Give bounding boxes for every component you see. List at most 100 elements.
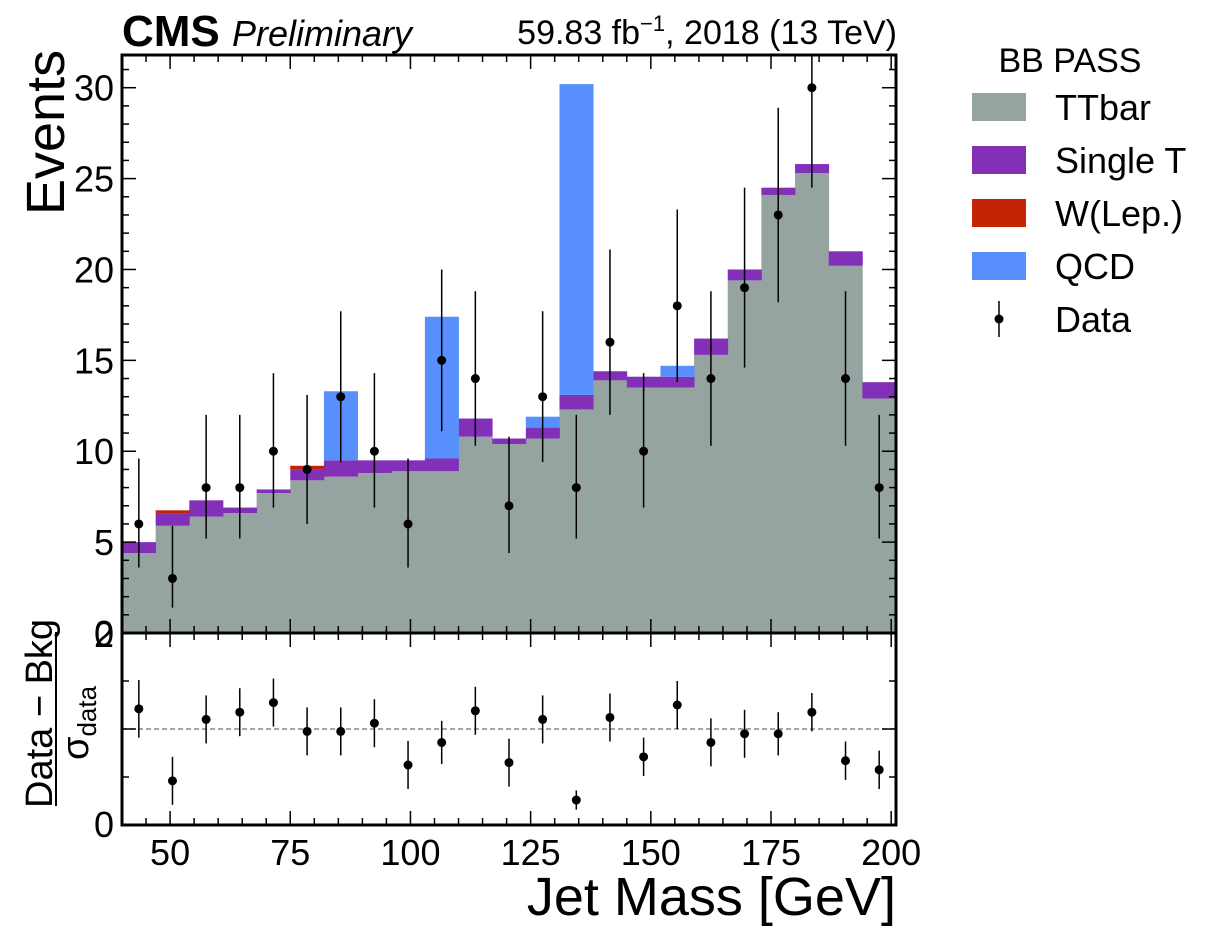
- legend: BB PASS TTbar Single T W(Lep.) QCD Data: [972, 42, 1186, 340]
- preliminary-label: Preliminary: [232, 13, 414, 54]
- data-point-18: [740, 283, 750, 293]
- xtick-label-200: 200: [861, 832, 921, 873]
- legend-label-data: Data: [1055, 299, 1132, 340]
- legend-swatch-single-t: [972, 146, 1026, 174]
- data-point-0: [134, 519, 144, 529]
- tick-marks: [122, 55, 896, 826]
- xtick-label-50: 50: [150, 832, 190, 873]
- legend-swatch-w-lep: [972, 199, 1026, 227]
- ratio-point-6: [336, 726, 346, 736]
- main-ytick-label-5: 5: [94, 522, 114, 563]
- bar-single-t-22: [862, 382, 897, 399]
- data-point-16: [672, 301, 682, 311]
- ratio-point-12: [538, 714, 548, 724]
- ratio-point-19: [773, 729, 783, 739]
- ratio-point-8: [403, 760, 413, 770]
- data-point-21: [841, 374, 851, 384]
- ratio-point-14: [605, 712, 615, 722]
- data-point-19: [773, 210, 783, 220]
- data-point-6: [336, 392, 346, 402]
- main-ytick-label-20: 20: [74, 249, 114, 290]
- data-point-9: [437, 355, 447, 365]
- xtick-label-150: 150: [621, 832, 681, 873]
- lumi-exponent: −1: [640, 11, 665, 36]
- ratio-point-18: [740, 729, 750, 739]
- ratio-data-points: [134, 678, 884, 810]
- data-point-8: [403, 519, 413, 529]
- ratio-point-2: [201, 714, 211, 724]
- data-point-5: [302, 464, 312, 474]
- data-point-4: [268, 446, 278, 456]
- main-ytick-label-25: 25: [74, 159, 114, 200]
- bar-ttbar-12: [525, 438, 560, 633]
- ratio-point-9: [437, 737, 447, 747]
- ratio-ylabel-sub: data: [72, 685, 102, 736]
- legend-label-w-lep: W(Lep.): [1055, 193, 1183, 234]
- data-point-13: [571, 483, 581, 493]
- data-point-7: [369, 446, 379, 456]
- main-ytick-label-10: 10: [74, 431, 114, 472]
- ratio-ylabel-numerator: Data − Bkg: [19, 619, 61, 808]
- bar-ttbar-9: [424, 471, 459, 633]
- main-data-points: [134, 55, 884, 608]
- legend-title: BB PASS: [999, 42, 1142, 80]
- legend-swatch-data: [994, 314, 1004, 324]
- lumi-prefix: 59.83 fb: [517, 14, 640, 52]
- ratio-y-axis-label: Data − Bkg σdata: [19, 619, 102, 808]
- ratio-point-22: [874, 765, 884, 775]
- bar-ttbar-20: [795, 173, 830, 633]
- ratio-ytick-label-bottom: 0: [94, 804, 114, 845]
- x-axis-label: Jet Mass [GeV]: [527, 867, 896, 927]
- main-ytick-label-30: 30: [74, 68, 114, 109]
- data-point-1: [167, 573, 177, 583]
- data-point-2: [201, 483, 211, 493]
- data-point-12: [538, 392, 548, 402]
- legend-label-single-t: Single T: [1055, 140, 1186, 181]
- bar-ttbar-6: [323, 476, 358, 633]
- ratio-point-13: [571, 795, 581, 805]
- ratio-point-7: [369, 718, 379, 728]
- data-point-3: [235, 483, 245, 493]
- ratio-point-3: [235, 707, 245, 717]
- ratio-point-4: [268, 698, 278, 708]
- ratio-point-17: [706, 737, 716, 747]
- data-point-10: [470, 374, 480, 384]
- ratio-point-11: [504, 758, 514, 768]
- bar-single-t-21: [828, 251, 863, 266]
- lumi-suffix: , 2018 (13 TeV): [665, 14, 897, 52]
- data-point-11: [504, 501, 514, 511]
- bar-w-lep-1: [155, 510, 190, 514]
- ratio-point-20: [807, 707, 817, 717]
- bar-qcd-13: [559, 84, 594, 395]
- legend-label-ttbar: TTbar: [1055, 87, 1151, 128]
- ratio-point-15: [639, 752, 649, 762]
- lumi-label: 59.83 fb−1, 2018 (13 TeV): [517, 11, 897, 52]
- ratio-ytick-label-top: 2: [94, 614, 114, 655]
- bar-ttbar-16: [660, 387, 695, 633]
- y-axis-label: Events: [16, 50, 76, 215]
- data-point-17: [706, 374, 716, 384]
- xtick-label-175: 175: [741, 832, 801, 873]
- bar-ttbar-10: [458, 436, 493, 633]
- bar-single-t-1: [155, 513, 190, 526]
- data-point-15: [639, 446, 649, 456]
- legend-swatch-qcd: [972, 252, 1026, 280]
- bar-single-t-9: [424, 458, 459, 472]
- ratio-point-0: [134, 704, 144, 714]
- main-ytick-label-0: 0: [94, 613, 114, 654]
- bar-ttbar-14: [593, 380, 628, 633]
- ratio-point-16: [672, 700, 682, 710]
- bar-single-t-13: [559, 394, 594, 410]
- ratio-point-1: [167, 776, 177, 786]
- ratio-ylabel-denominator: σdata: [55, 685, 102, 760]
- bar-ttbar-4: [256, 493, 291, 633]
- bar-single-t-6: [323, 460, 358, 477]
- legend-label-qcd: QCD: [1055, 246, 1135, 287]
- xtick-label-75: 75: [270, 832, 310, 873]
- ratio-point-5: [302, 726, 312, 736]
- cms-label: CMS: [122, 7, 220, 56]
- legend-swatch-ttbar: [972, 93, 1026, 121]
- xtick-label-125: 125: [501, 832, 561, 873]
